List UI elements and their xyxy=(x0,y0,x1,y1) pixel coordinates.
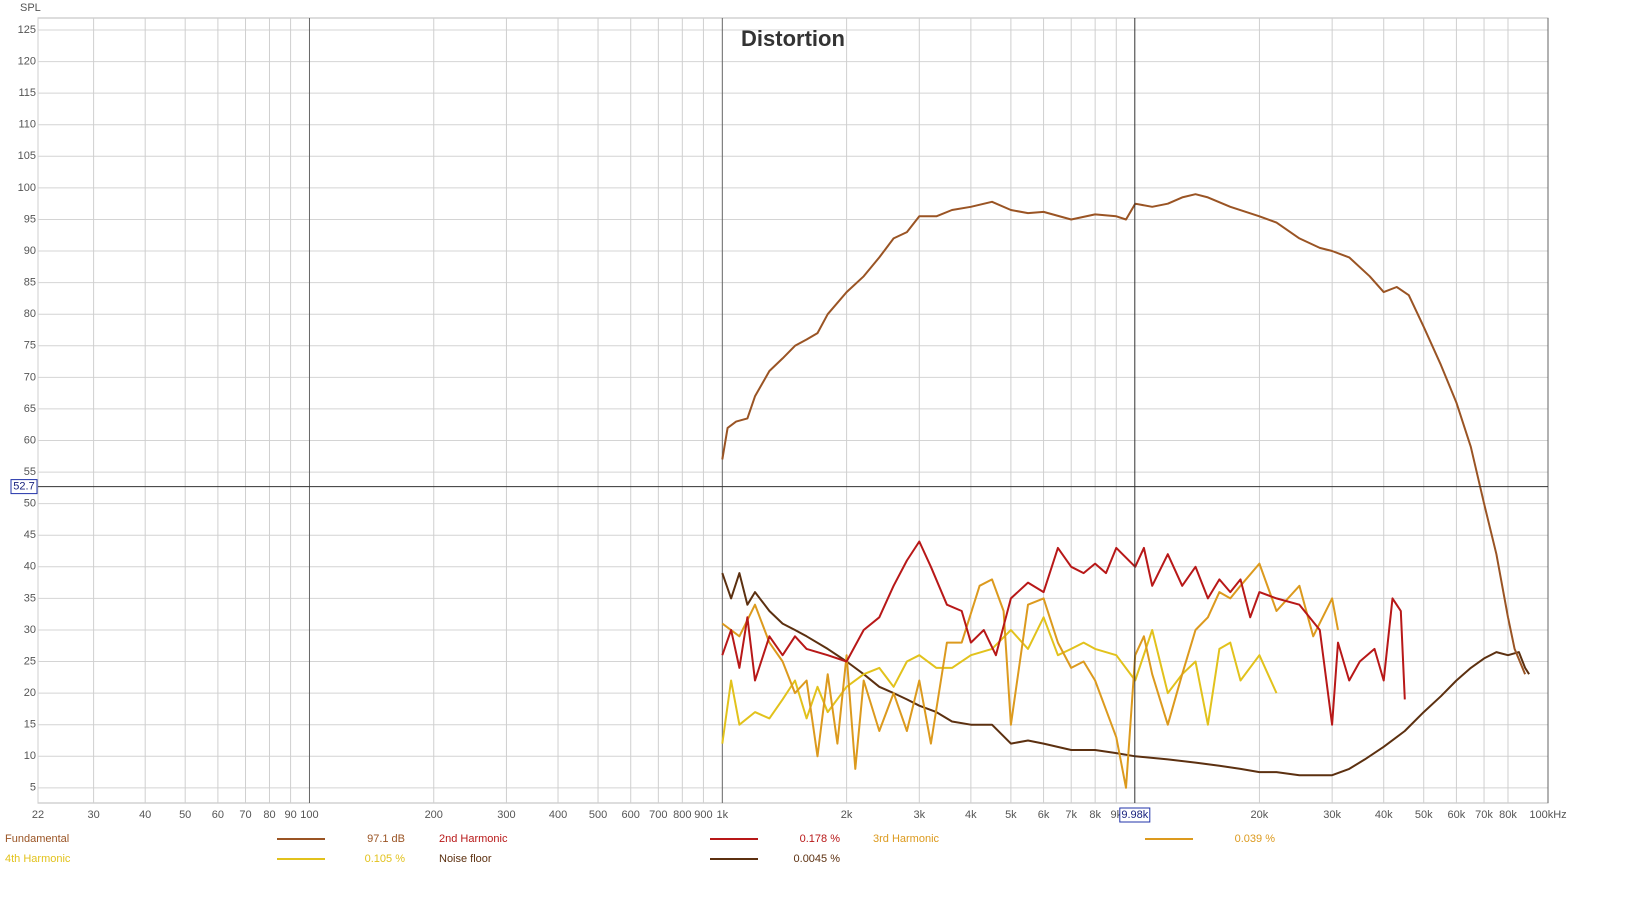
x-tick-label: 500 xyxy=(589,809,607,821)
series-line xyxy=(721,562,1339,789)
y-tick-label: 10 xyxy=(24,750,36,762)
x-tick-label: 400 xyxy=(549,809,567,821)
x-tick-label: 2k xyxy=(841,809,853,821)
x-tick-label: 30 xyxy=(87,809,99,821)
y-tick-label: 95 xyxy=(24,213,36,225)
y-tick-label: 35 xyxy=(24,592,36,604)
x-tick-label: 80k xyxy=(1499,809,1517,821)
cursor-label: 52.7 xyxy=(13,481,34,493)
chart-title: Distortion xyxy=(741,26,845,51)
x-tick-label: 7k xyxy=(1065,809,1077,821)
y-tick-label: 115 xyxy=(18,87,36,99)
legend-readout: 0.178 % xyxy=(800,833,841,845)
y-tick-label: 55 xyxy=(24,466,36,478)
y-tick-label: 105 xyxy=(18,150,36,162)
y-tick-label: 120 xyxy=(18,55,36,67)
x-tick-label: 40k xyxy=(1375,809,1393,821)
y-tick-label: 30 xyxy=(24,624,36,636)
y-tick-label: 65 xyxy=(24,403,36,415)
y-tick-label: 90 xyxy=(24,245,36,257)
x-tick-label: 50 xyxy=(179,809,191,821)
y-tick-label: 75 xyxy=(24,340,36,352)
cursor-box xyxy=(10,479,38,495)
x-tick-label: 4k xyxy=(965,809,977,821)
x-tick-label: 60k xyxy=(1448,809,1466,821)
y-tick-label: 110 xyxy=(18,119,36,131)
legend-label: 3rd Harmonic xyxy=(873,833,940,845)
x-tick-label: 90 xyxy=(284,809,296,821)
x-tick-label: 80 xyxy=(263,809,275,821)
x-tick-label: 60 xyxy=(212,809,224,821)
x-tick-label: 1k xyxy=(717,809,729,821)
x-tick-label: 3k xyxy=(913,809,925,821)
x-tick-label: 5k xyxy=(1005,809,1017,821)
x-tick-label: 100kHz xyxy=(1529,809,1566,821)
x-tick-label: 40 xyxy=(139,809,151,821)
x-tick-label: 6k xyxy=(1038,809,1050,821)
x-tick-label: 800 xyxy=(673,809,691,821)
x-tick-label: 70 xyxy=(239,809,251,821)
y-tick-label: 40 xyxy=(24,561,36,573)
x-tick-label: 50k xyxy=(1415,809,1433,821)
series-line xyxy=(721,540,1406,726)
y-tick-label: 45 xyxy=(24,529,36,541)
y-tick-label: 60 xyxy=(24,434,36,446)
x-tick-label: 22 xyxy=(32,809,44,821)
legend-label: Noise floor xyxy=(439,853,492,865)
x-tick-label: 200 xyxy=(425,809,443,821)
x-tick-label: 30k xyxy=(1323,809,1341,821)
y-tick-label: 15 xyxy=(24,719,36,731)
x-tick-label: 900 xyxy=(694,809,712,821)
y-tick-label: 70 xyxy=(24,371,36,383)
series-line xyxy=(721,572,1530,777)
legend-label: Fundamental xyxy=(5,833,69,845)
series-line xyxy=(721,193,1527,675)
y-tick-label: 85 xyxy=(24,277,36,289)
x-tick-label: 8k xyxy=(1089,809,1101,821)
y-tick-label: 125 xyxy=(18,24,36,36)
y-tick-label: 50 xyxy=(24,498,36,510)
cursor-label: 9.98k xyxy=(1121,809,1148,821)
legend-readout: 0.0045 % xyxy=(794,853,841,865)
y-tick-label: 25 xyxy=(24,655,36,667)
y-tick-label: 20 xyxy=(24,687,36,699)
y-tick-label: 100 xyxy=(18,182,36,194)
y-axis-label: SPL xyxy=(20,2,41,14)
y-tick-label: 5 xyxy=(30,782,36,794)
y-tick-label: 80 xyxy=(24,308,36,320)
x-tick-label: 100 xyxy=(300,809,318,821)
x-tick-label: 600 xyxy=(622,809,640,821)
legend-readout: 0.105 % xyxy=(365,853,406,865)
cursor-box xyxy=(1119,807,1151,823)
legend-label: 4th Harmonic xyxy=(5,853,71,865)
x-tick-label: 70k xyxy=(1475,809,1493,821)
x-tick-label: 700 xyxy=(649,809,667,821)
legend-readout: 0.039 % xyxy=(1235,833,1276,845)
x-tick-label: 300 xyxy=(497,809,515,821)
x-tick-label: 20k xyxy=(1251,809,1269,821)
legend-readout: 97.1 dB xyxy=(367,833,405,845)
legend-label: 2nd Harmonic xyxy=(439,833,508,845)
